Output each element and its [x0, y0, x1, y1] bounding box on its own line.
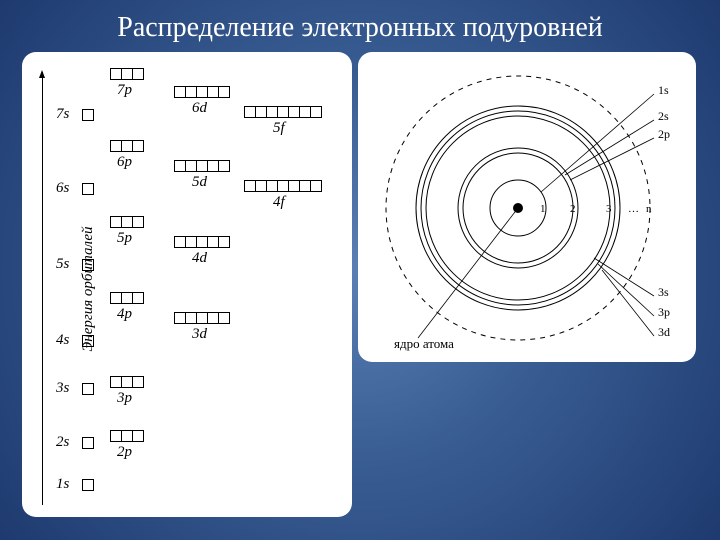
- sublevel-label: 1s: [56, 476, 76, 493]
- sublevel-label: 3s: [56, 380, 76, 397]
- orbital-box: [218, 160, 230, 172]
- shell-number: 3: [606, 203, 612, 215]
- orbital-boxes: [244, 180, 322, 192]
- shell-label: 1s: [658, 83, 669, 97]
- sublevel-label: 6p: [117, 154, 137, 171]
- sublevel-1s: 1s: [56, 476, 346, 493]
- orbital-boxes: [110, 140, 144, 152]
- sublevel-5s: 5s: [56, 256, 346, 273]
- sublevel-label: 5p: [117, 230, 137, 247]
- shell-label: 2p: [658, 127, 670, 141]
- sublevel-label: 5f: [273, 120, 293, 137]
- sublevel-stack: 4p: [110, 292, 144, 323]
- orbital-box: [218, 86, 230, 98]
- pointer-line: [570, 138, 654, 180]
- y-axis-arrow: [42, 72, 43, 505]
- orbital-box: [132, 140, 144, 152]
- shell-label: 3d: [658, 325, 670, 339]
- orbital-box: [132, 292, 144, 304]
- sublevel-label: 4f: [273, 194, 293, 211]
- pointer-line: [418, 208, 518, 338]
- shell-label: 3p: [658, 305, 670, 319]
- orbital-box: [132, 68, 144, 80]
- orbital-boxes: [174, 160, 230, 172]
- page-title: Распределение электронных подуровней: [0, 0, 720, 52]
- orbital-boxes: [110, 292, 144, 304]
- orbital-boxes: [174, 86, 230, 98]
- sublevel-label: 2s: [56, 434, 76, 451]
- orbital-box: [310, 180, 322, 192]
- sublevel-stack: 5p: [110, 216, 144, 247]
- pointer-line: [565, 120, 654, 175]
- orbital-boxes: [82, 479, 94, 491]
- sublevel-grid: 7p6d7s5f6p5d6s4f5p4d5s4p3d4s3p3s2p2s1s: [56, 58, 346, 509]
- orbital-boxes: [82, 383, 94, 395]
- orbital-box: [218, 236, 230, 248]
- orbital-box: [82, 259, 94, 271]
- orbital-boxes: [110, 216, 144, 228]
- shell-label: 2s: [658, 109, 669, 123]
- atom-diagram: 1s 2s 2p 3s 3p 3d 1 2 3 … n: [358, 58, 696, 350]
- shell-label: 3s: [658, 285, 669, 299]
- atom-shell-panel: 1s 2s 2p 3s 3p 3d 1 2 3 … n ядро атома: [358, 52, 696, 362]
- sublevel-4s: 4s: [56, 332, 346, 349]
- panels: Энергия орбиталей 7p6d7s5f6p5d6s4f5p4d5s…: [0, 52, 720, 517]
- sublevel-label: 7p: [117, 82, 137, 99]
- orbital-boxes: [110, 68, 144, 80]
- pointer-line: [594, 258, 654, 296]
- y-axis: Энергия орбиталей: [30, 72, 48, 505]
- sublevel-label: 4p: [117, 306, 137, 323]
- shell-number: n: [646, 203, 652, 215]
- sublevel-4f: 4f: [244, 180, 346, 211]
- orbital-boxes: [82, 183, 94, 195]
- orbital-box: [82, 335, 94, 347]
- orbital-box: [82, 479, 94, 491]
- nucleus-label: ядро атома: [394, 336, 454, 352]
- orbital-boxes: [82, 335, 94, 347]
- orbital-box: [82, 383, 94, 395]
- sublevel-label: 7s: [56, 106, 76, 123]
- orbital-box: [132, 216, 144, 228]
- sublevel-stack: 6p: [110, 140, 144, 171]
- orbital-boxes: [244, 106, 322, 118]
- orbital-box: [310, 106, 322, 118]
- sublevel-label: 4s: [56, 332, 76, 349]
- sublevel-5f: 5f: [244, 106, 346, 137]
- pointer-line: [598, 264, 654, 316]
- orbital-boxes: [174, 236, 230, 248]
- sublevel-label: 5s: [56, 256, 76, 273]
- sublevel-label: 6s: [56, 180, 76, 197]
- sublevel-stack: 7p: [110, 68, 144, 99]
- pointer-line: [541, 94, 654, 192]
- sublevel-2s: 2s: [56, 434, 346, 451]
- sublevel-stack: 5f: [244, 106, 322, 137]
- orbital-box: [82, 183, 94, 195]
- orbital-box: [218, 312, 230, 324]
- orbital-box: [82, 109, 94, 121]
- orbital-boxes: [82, 437, 94, 449]
- sublevel-stack: 4f: [244, 180, 322, 211]
- shell-number: …: [628, 203, 639, 215]
- shell-number: 1: [540, 203, 546, 215]
- orbital-boxes: [82, 109, 94, 121]
- orbital-boxes: [174, 312, 230, 324]
- shell-number: 2: [570, 203, 576, 215]
- nucleus: [513, 203, 523, 213]
- orbital-box: [82, 437, 94, 449]
- energy-diagram-panel: Энергия орбиталей 7p6d7s5f6p5d6s4f5p4d5s…: [22, 52, 352, 517]
- sublevel-3s: 3s: [56, 380, 346, 397]
- orbital-boxes: [82, 259, 94, 271]
